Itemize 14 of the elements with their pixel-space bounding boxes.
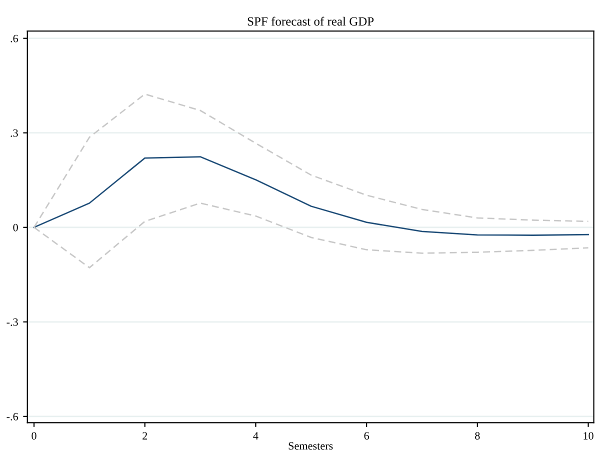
- x-tick-label: 2: [142, 432, 148, 440]
- y-tick-label: 0: [13, 224, 18, 232]
- x-tick-label: 8: [475, 432, 480, 440]
- x-axis-title: Semesters: [288, 442, 333, 450]
- x-tick-label: 10: [584, 432, 594, 440]
- y-tick-label: .3: [10, 129, 18, 137]
- y-tick-label: .6: [10, 34, 18, 42]
- x-tick-label: 0: [32, 432, 36, 440]
- line-series: [33, 156, 589, 236]
- x-tick-label: 4: [253, 432, 258, 440]
- y-tick-label: -.3: [6, 318, 18, 326]
- chart-title: SPF forecast of real GDP: [248, 16, 374, 26]
- x-tick-label: 6: [364, 432, 370, 440]
- y-tick-label: -.6: [6, 412, 18, 420]
